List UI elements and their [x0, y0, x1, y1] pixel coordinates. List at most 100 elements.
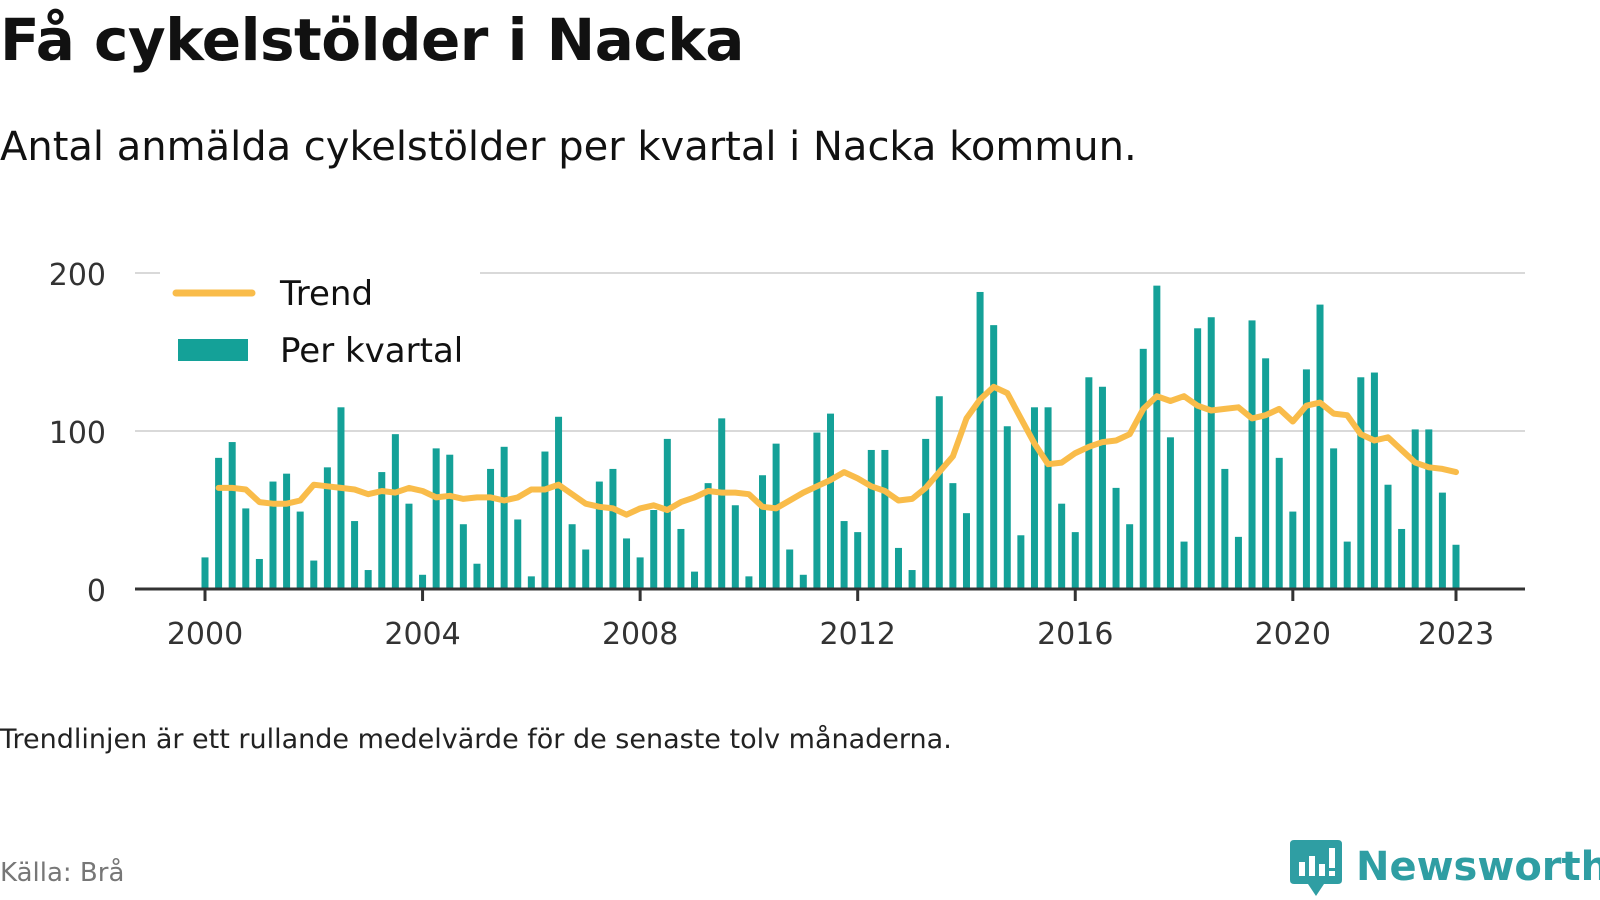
bar [786, 549, 794, 589]
newsworthy-logo: Newsworthy [1290, 838, 1600, 898]
x-tick-label: 2000 [167, 617, 243, 652]
bar [269, 481, 277, 589]
source-label: Källa: Brå [0, 858, 125, 888]
bar [568, 524, 576, 589]
bar [650, 510, 658, 589]
bar [677, 528, 685, 589]
x-tick-label: 2016 [1037, 617, 1113, 652]
bar [351, 521, 359, 589]
x-tick-label: 2012 [820, 617, 896, 652]
y-tick-label: 200 [49, 258, 106, 293]
bar [718, 418, 726, 589]
bar [799, 574, 807, 589]
bar [432, 448, 440, 589]
bar [1112, 487, 1120, 589]
bar [1180, 541, 1188, 589]
legend-bar-swatch [178, 339, 248, 361]
bar [1411, 429, 1419, 589]
bar [1275, 457, 1283, 589]
bar [745, 576, 753, 589]
legend-label: Trend [279, 274, 373, 314]
bar [1194, 328, 1202, 589]
bar [935, 396, 943, 589]
legend-label: Per kvartal [280, 331, 463, 371]
bar [473, 563, 481, 589]
x-tick-label: 2023 [1418, 617, 1494, 652]
bar [378, 472, 386, 589]
bar [337, 407, 345, 589]
brand-name: Newsworthy [1356, 844, 1600, 890]
bar [255, 558, 263, 589]
bar [1357, 377, 1365, 589]
legend: Trend Per kvartal [160, 268, 480, 378]
bar [1384, 484, 1392, 589]
bar [949, 483, 957, 589]
bar [446, 454, 454, 589]
bar [609, 468, 617, 589]
bar [364, 570, 372, 589]
bar [881, 449, 889, 589]
bar [772, 443, 780, 589]
chart: 0 100 200 2000 2004 2008 2012 2016 2020 2023 Tre… [49, 258, 1525, 652]
bar [555, 416, 563, 589]
bar [1425, 429, 1433, 589]
bar [201, 557, 209, 589]
bar [663, 438, 671, 589]
bar [854, 532, 862, 589]
x-tick-label: 2008 [602, 617, 678, 652]
bar [731, 505, 739, 589]
bar-series-per-kvartal [201, 285, 1460, 589]
bar [1207, 317, 1215, 589]
bar [990, 325, 998, 589]
bar [1330, 448, 1338, 589]
bar [1030, 407, 1038, 589]
bar [1302, 369, 1310, 589]
bar [1044, 407, 1052, 589]
chart-title: Få cykelstölder i Nacka [0, 6, 744, 74]
bar [1370, 372, 1378, 589]
bar [228, 442, 236, 589]
bar [1153, 285, 1161, 589]
bar [908, 570, 916, 589]
bar [759, 475, 767, 589]
bar [1139, 348, 1147, 589]
bar [867, 449, 875, 589]
bar [976, 291, 984, 589]
bar [894, 547, 902, 589]
bar [922, 438, 930, 589]
y-tick-label: 100 [49, 416, 106, 451]
bar [1071, 532, 1079, 589]
bar [215, 457, 223, 589]
bar [310, 560, 318, 589]
bar [1234, 536, 1242, 589]
bar [827, 413, 834, 589]
y-tick-label: 0 [87, 574, 106, 609]
bar [1343, 541, 1351, 589]
bar [623, 538, 631, 589]
bar [1452, 544, 1460, 589]
bar [595, 481, 603, 589]
bar [962, 513, 970, 589]
bar [1221, 468, 1229, 589]
bar [1316, 304, 1324, 589]
x-tick-label: 2020 [1255, 617, 1331, 652]
bar [527, 576, 535, 589]
bar-chart-icon [1290, 840, 1342, 896]
bar [1017, 535, 1025, 589]
trend-line [215, 383, 1459, 518]
bar [1248, 320, 1256, 589]
bar [840, 521, 848, 589]
bar [391, 434, 399, 589]
bar [500, 446, 508, 589]
bar [1098, 386, 1106, 589]
bar [1126, 524, 1134, 589]
axes: 2000 2004 2008 2012 2016 2020 2023 [135, 587, 1525, 652]
bar [636, 557, 644, 589]
bar [582, 549, 590, 589]
bar [704, 483, 712, 589]
x-tick-label: 2004 [384, 617, 460, 652]
bar [1166, 437, 1174, 589]
bar [459, 524, 467, 589]
bar [405, 503, 413, 589]
bar [242, 508, 250, 589]
